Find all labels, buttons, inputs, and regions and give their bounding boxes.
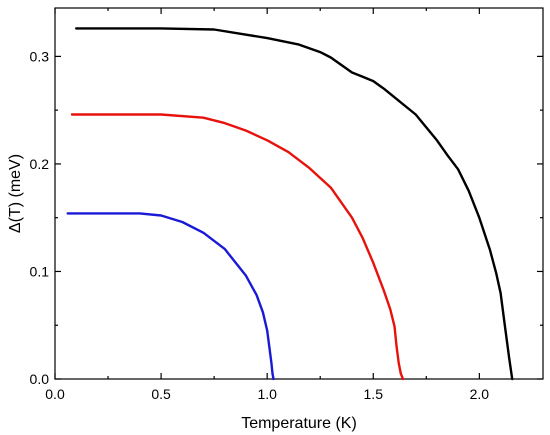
x-axis-ticks: 0.0 0.5 1.0 1.5 2.0	[45, 8, 489, 402]
y-tick-label: 0.1	[30, 263, 50, 279]
y-axis-title: Δ(T) (meV)	[7, 154, 24, 233]
x-tick-label: 0.5	[151, 386, 171, 402]
x-tick-label: 0.0	[45, 386, 65, 402]
x-tick-label: 1.0	[257, 386, 277, 402]
series-line-3	[66, 212, 275, 381]
plot-frame	[54, 7, 544, 380]
y-tick-label: 0.2	[30, 156, 50, 172]
y-tick-label: 0.3	[30, 48, 50, 64]
series-line-2	[70, 113, 405, 381]
series-line-1	[75, 27, 514, 381]
y-axis-ticks: 0.0 0.1 0.2 0.3	[30, 48, 543, 387]
y-tick-label: 0.0	[30, 371, 50, 387]
x-tick-label: 1.5	[364, 386, 384, 402]
x-tick-label: 2.0	[470, 386, 490, 402]
x-axis-title: Temperature (K)	[241, 415, 357, 432]
series-layer	[66, 27, 514, 381]
